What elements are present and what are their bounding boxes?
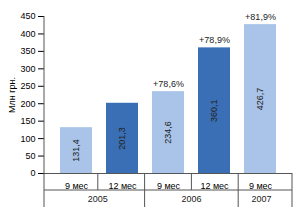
svg-text:450: 450 <box>20 11 35 21</box>
svg-text:131,4: 131,4 <box>71 139 81 162</box>
svg-text:12 мес: 12 мес <box>200 181 229 191</box>
svg-text:50: 50 <box>25 151 35 161</box>
svg-text:0: 0 <box>30 168 35 178</box>
svg-text:200: 200 <box>20 99 35 109</box>
svg-text:360,1: 360,1 <box>209 99 219 122</box>
svg-text:250: 250 <box>20 81 35 91</box>
svg-text:100: 100 <box>20 133 35 143</box>
svg-text:12 мес: 12 мес <box>108 181 137 191</box>
svg-text:2007: 2007 <box>252 194 272 204</box>
svg-text:300: 300 <box>20 64 35 74</box>
svg-text:234,6: 234,6 <box>163 121 173 144</box>
svg-text:2006: 2006 <box>181 194 201 204</box>
svg-text:150: 150 <box>20 116 35 126</box>
svg-text:400: 400 <box>20 29 35 39</box>
svg-text:+78,6%: +78,6% <box>153 79 184 89</box>
svg-text:201,3: 201,3 <box>117 127 127 150</box>
svg-text:9 мес: 9 мес <box>157 181 181 191</box>
svg-text:9 мес: 9 мес <box>65 181 89 191</box>
svg-text:350: 350 <box>20 46 35 56</box>
svg-text:+81,9%: +81,9% <box>245 12 276 22</box>
svg-text:2005: 2005 <box>88 194 108 204</box>
svg-text:9 мес: 9 мес <box>249 181 273 191</box>
svg-text:Млн грн.: Млн грн. <box>7 77 17 113</box>
svg-text:426,7: 426,7 <box>255 88 265 111</box>
svg-text:+78,9%: +78,9% <box>199 35 230 45</box>
